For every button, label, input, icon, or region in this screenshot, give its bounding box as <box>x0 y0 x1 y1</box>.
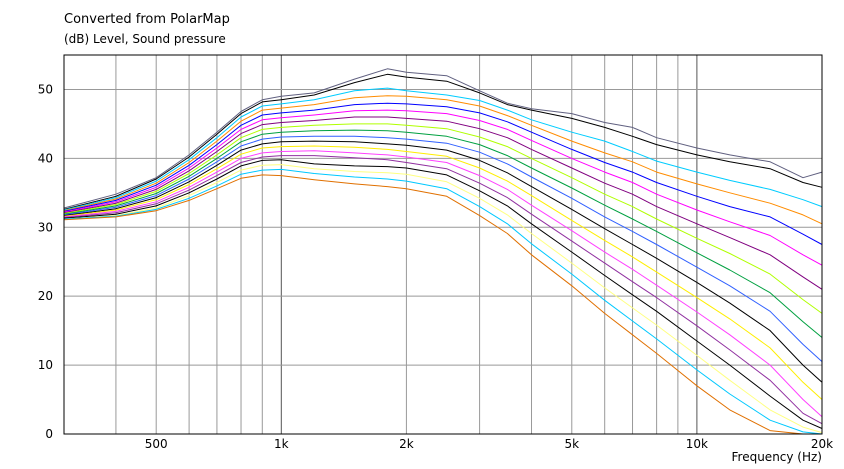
series-line-17 <box>63 168 823 435</box>
plot-frame <box>63 54 823 435</box>
series-line-1 <box>63 68 823 209</box>
x-tick-label: 1k <box>274 437 289 451</box>
x-tick-label: 20k <box>811 437 833 451</box>
series-line-11 <box>63 140 823 383</box>
series-line-10 <box>63 135 823 362</box>
series-line-5 <box>63 102 823 245</box>
series-line-8 <box>63 123 823 314</box>
series-line-18 <box>63 174 822 435</box>
x-tick-label: 10k <box>686 437 708 451</box>
series-line-16 <box>63 164 823 434</box>
series-line-14 <box>63 155 823 425</box>
y-tick-label: 0 <box>45 427 53 441</box>
series-line-7 <box>63 116 823 290</box>
series-line-4 <box>63 95 823 225</box>
series-line-12 <box>63 145 823 400</box>
series-line-13 <box>63 150 823 418</box>
chart-title: Converted from PolarMap <box>64 12 230 27</box>
y-tick-label: 20 <box>38 289 53 303</box>
y-tick-label: 50 <box>38 82 53 96</box>
x-tick-label: 500 <box>145 437 168 451</box>
series-line-2 <box>63 73 823 210</box>
series-line-6 <box>63 109 823 266</box>
y-tick-label: 30 <box>38 220 53 234</box>
y-tick-label: 10 <box>38 358 53 372</box>
x-tick-label: 5k <box>564 437 579 451</box>
grid <box>64 55 822 434</box>
y-tick-label: 40 <box>38 151 53 165</box>
series-lines <box>63 68 823 435</box>
x-axis-label: Frequency (Hz) <box>731 450 823 464</box>
series-line-3 <box>63 87 823 211</box>
x-tick-label: 2k <box>399 437 414 451</box>
tick-labels: 500 1k 2k 5k 10k 20k 0 10 20 30 40 50 <box>38 82 833 451</box>
series-line-9 <box>63 129 823 338</box>
y-axis-label: (dB) Level, Sound pressure <box>64 32 226 46</box>
series-line-15 <box>63 159 823 429</box>
